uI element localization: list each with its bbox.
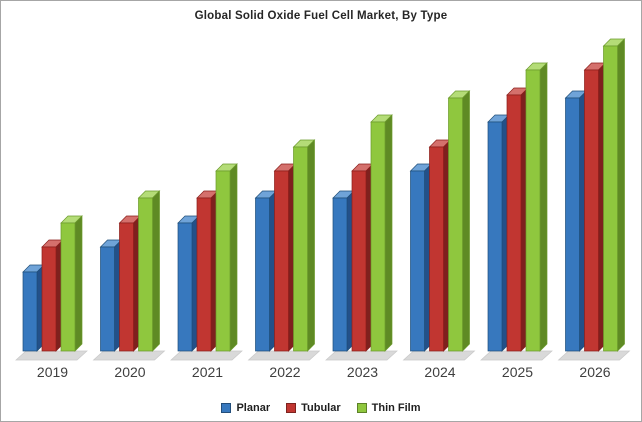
bar-side-face [617,38,625,352]
group-shadow [170,350,243,361]
bar-tubular-2025 [506,94,522,352]
bar-planar-2022 [255,197,270,352]
group-shadow [557,350,631,361]
bar-planar-2024 [410,170,425,352]
bar-side-face [384,114,393,352]
legend-swatch-thin-film [356,403,367,413]
bar-thin-film-2023 [370,121,386,352]
bar-tubular-2023 [351,170,367,352]
legend-item-thin-film: Thin Film [356,402,421,414]
bar-tubular-2020 [119,222,134,352]
bar-thin-film-2022 [293,146,308,352]
x-axis-label-2024: 2024 [424,364,455,380]
bar-planar-2023 [332,197,348,352]
bar-thin-film-2026 [603,45,618,352]
bar-side-face [152,190,160,352]
bar-thin-film-2020 [138,197,153,352]
bar-side-face [74,215,83,352]
bar-chart-plot-area: 2019 2020 2021 2022 2023 2024 2025 2026 [15,38,631,380]
bar-side-face [307,139,315,352]
legend-label-tubular: Tubular [301,402,341,414]
x-axis-label-2019: 2019 [37,364,68,380]
bar-thin-film-2021 [215,170,231,352]
group-shadow [402,350,476,361]
x-axis-label-2022: 2022 [269,364,300,380]
bar-planar-2026 [565,97,580,352]
bar-side-face [462,90,470,352]
bar-side-face [539,62,548,352]
bar-planar-2021 [177,222,193,352]
bar-side-face [229,163,238,352]
group-shadow [15,350,88,361]
bar-planar-2025 [487,121,503,352]
bar-tubular-2026 [584,69,599,352]
group-shadow [480,350,553,361]
legend-label-thin-film: Thin Film [371,402,421,414]
x-axis-label-2026: 2026 [579,364,610,380]
bar-tubular-2021 [196,197,212,352]
bar-planar-2020 [100,246,115,352]
group-shadow [325,350,398,361]
bar-planar-2019 [22,271,38,352]
x-axis-label-2023: 2023 [347,364,378,380]
bar-thin-film-2019 [60,222,76,352]
group-shadow [247,350,321,361]
x-axis-label-2020: 2020 [114,364,145,380]
legend-swatch-planar [221,403,232,413]
legend-item-planar: Planar [221,402,270,414]
legend-item-tubular: Tubular [286,402,341,414]
bar-tubular-2022 [274,170,289,352]
legend-swatch-tubular [286,403,297,413]
bar-tubular-2024 [429,146,444,352]
x-axis-label-2025: 2025 [502,364,533,380]
group-shadow [92,350,166,361]
chart-legend: Planar Tubular Thin Film [1,402,641,414]
bar-thin-film-2024 [448,97,463,352]
legend-label-planar: Planar [236,402,271,414]
chart-title: Global Solid Oxide Fuel Cell Market, By … [194,10,448,22]
bar-tubular-2019 [41,246,57,352]
x-axis-label-2021: 2021 [192,364,223,380]
bar-thin-film-2025 [525,69,541,352]
